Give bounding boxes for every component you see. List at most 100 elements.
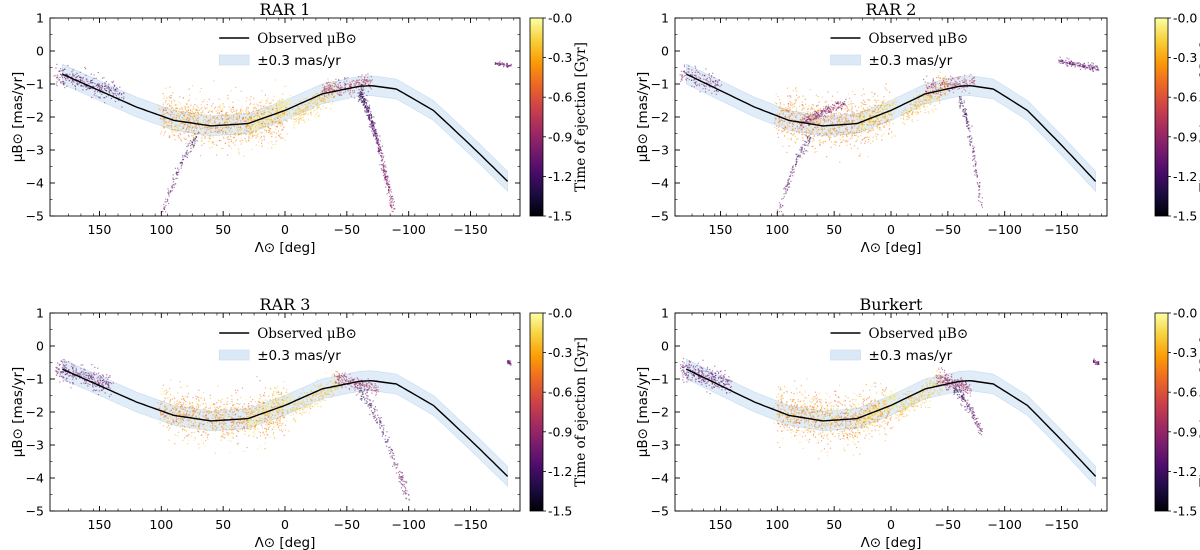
particle-point xyxy=(373,127,375,129)
particle-point xyxy=(316,102,319,105)
particle-point xyxy=(387,177,389,179)
particle-point xyxy=(691,85,693,87)
particle-point xyxy=(816,126,818,128)
particle-point xyxy=(282,107,284,109)
particle-point xyxy=(159,133,161,135)
particle-point xyxy=(230,127,232,129)
particle-point xyxy=(798,105,801,107)
particle-point xyxy=(227,118,229,120)
particle-point xyxy=(829,105,831,108)
particle-point xyxy=(368,104,371,106)
particle-point xyxy=(213,116,215,118)
particle-point xyxy=(211,146,213,148)
particle-point xyxy=(282,100,284,102)
particle-point xyxy=(830,146,832,148)
particle-point xyxy=(333,86,335,88)
particle-point xyxy=(178,110,180,112)
particle-point xyxy=(862,112,864,114)
particle-point xyxy=(870,122,872,124)
particle-point xyxy=(792,90,794,92)
particle-point xyxy=(269,130,271,132)
particle-point xyxy=(823,119,825,121)
particle-point xyxy=(871,91,873,93)
particle-point xyxy=(276,116,278,118)
particle-point xyxy=(774,127,776,129)
particle-point xyxy=(837,131,840,133)
particle-point xyxy=(870,143,872,145)
particle-point xyxy=(311,98,313,100)
particle-point xyxy=(802,107,805,109)
particle-point xyxy=(205,132,207,134)
particle-point xyxy=(246,113,249,116)
particle-point xyxy=(324,90,326,92)
particle-point xyxy=(169,97,171,99)
particle-point xyxy=(384,177,386,179)
particle-point xyxy=(801,126,804,128)
particle-point xyxy=(916,107,918,109)
particle-point xyxy=(506,63,508,65)
particle-point xyxy=(250,132,252,134)
particle-point xyxy=(206,107,208,109)
particle-point xyxy=(279,133,281,135)
particle-point xyxy=(243,120,245,122)
particle-point xyxy=(939,102,941,104)
particle-point xyxy=(964,86,966,88)
particle-point xyxy=(884,104,887,106)
particle-point xyxy=(270,122,272,124)
particle-point xyxy=(101,85,103,87)
particle-point xyxy=(280,120,282,123)
particle-point xyxy=(822,135,824,137)
particle-point xyxy=(824,101,826,104)
particle-point xyxy=(99,88,101,90)
particle-point xyxy=(383,155,385,157)
colorbar-tick-label: -1.2 xyxy=(548,169,572,184)
particle-point xyxy=(876,106,878,108)
particle-point xyxy=(779,121,781,124)
particle-point xyxy=(366,110,368,112)
particle-point xyxy=(171,128,173,130)
particle-point xyxy=(685,79,687,81)
particle-point xyxy=(56,77,58,79)
particle-point xyxy=(123,96,125,98)
particle-point xyxy=(119,86,121,88)
particle-point xyxy=(874,115,876,117)
particle-point xyxy=(278,122,280,124)
particle-point xyxy=(246,97,248,99)
particle-point xyxy=(93,74,95,76)
particle-point xyxy=(868,120,870,122)
particle-point xyxy=(363,88,365,90)
particle-point xyxy=(368,115,370,117)
particle-point xyxy=(165,201,167,203)
particle-point xyxy=(791,122,793,124)
particle-point xyxy=(319,98,321,100)
particle-point xyxy=(367,106,369,108)
particle-point xyxy=(361,93,363,96)
particle-point xyxy=(176,172,178,174)
particle-point xyxy=(182,118,184,120)
particle-point xyxy=(856,139,858,141)
particle-point xyxy=(265,102,267,105)
particle-point xyxy=(253,117,255,119)
particle-point xyxy=(920,111,922,113)
particle-point xyxy=(163,126,165,128)
particle-point xyxy=(174,117,176,119)
particle-point xyxy=(781,120,784,122)
particle-point xyxy=(63,84,65,86)
particle-point xyxy=(344,85,346,87)
particle-point xyxy=(366,109,368,111)
particle-point xyxy=(375,132,378,134)
particle-point xyxy=(828,139,830,141)
particle-point xyxy=(794,127,796,130)
particle-point xyxy=(237,148,240,150)
particle-point xyxy=(363,103,365,105)
particle-point xyxy=(334,95,336,97)
particle-point xyxy=(361,97,363,99)
particle-point xyxy=(95,77,97,79)
particle-point xyxy=(302,110,304,112)
particle-point xyxy=(299,117,301,119)
particle-point xyxy=(182,97,185,99)
particle-point xyxy=(260,119,262,121)
particle-point xyxy=(253,125,255,127)
particle-point xyxy=(159,118,161,120)
particle-point xyxy=(99,96,101,98)
